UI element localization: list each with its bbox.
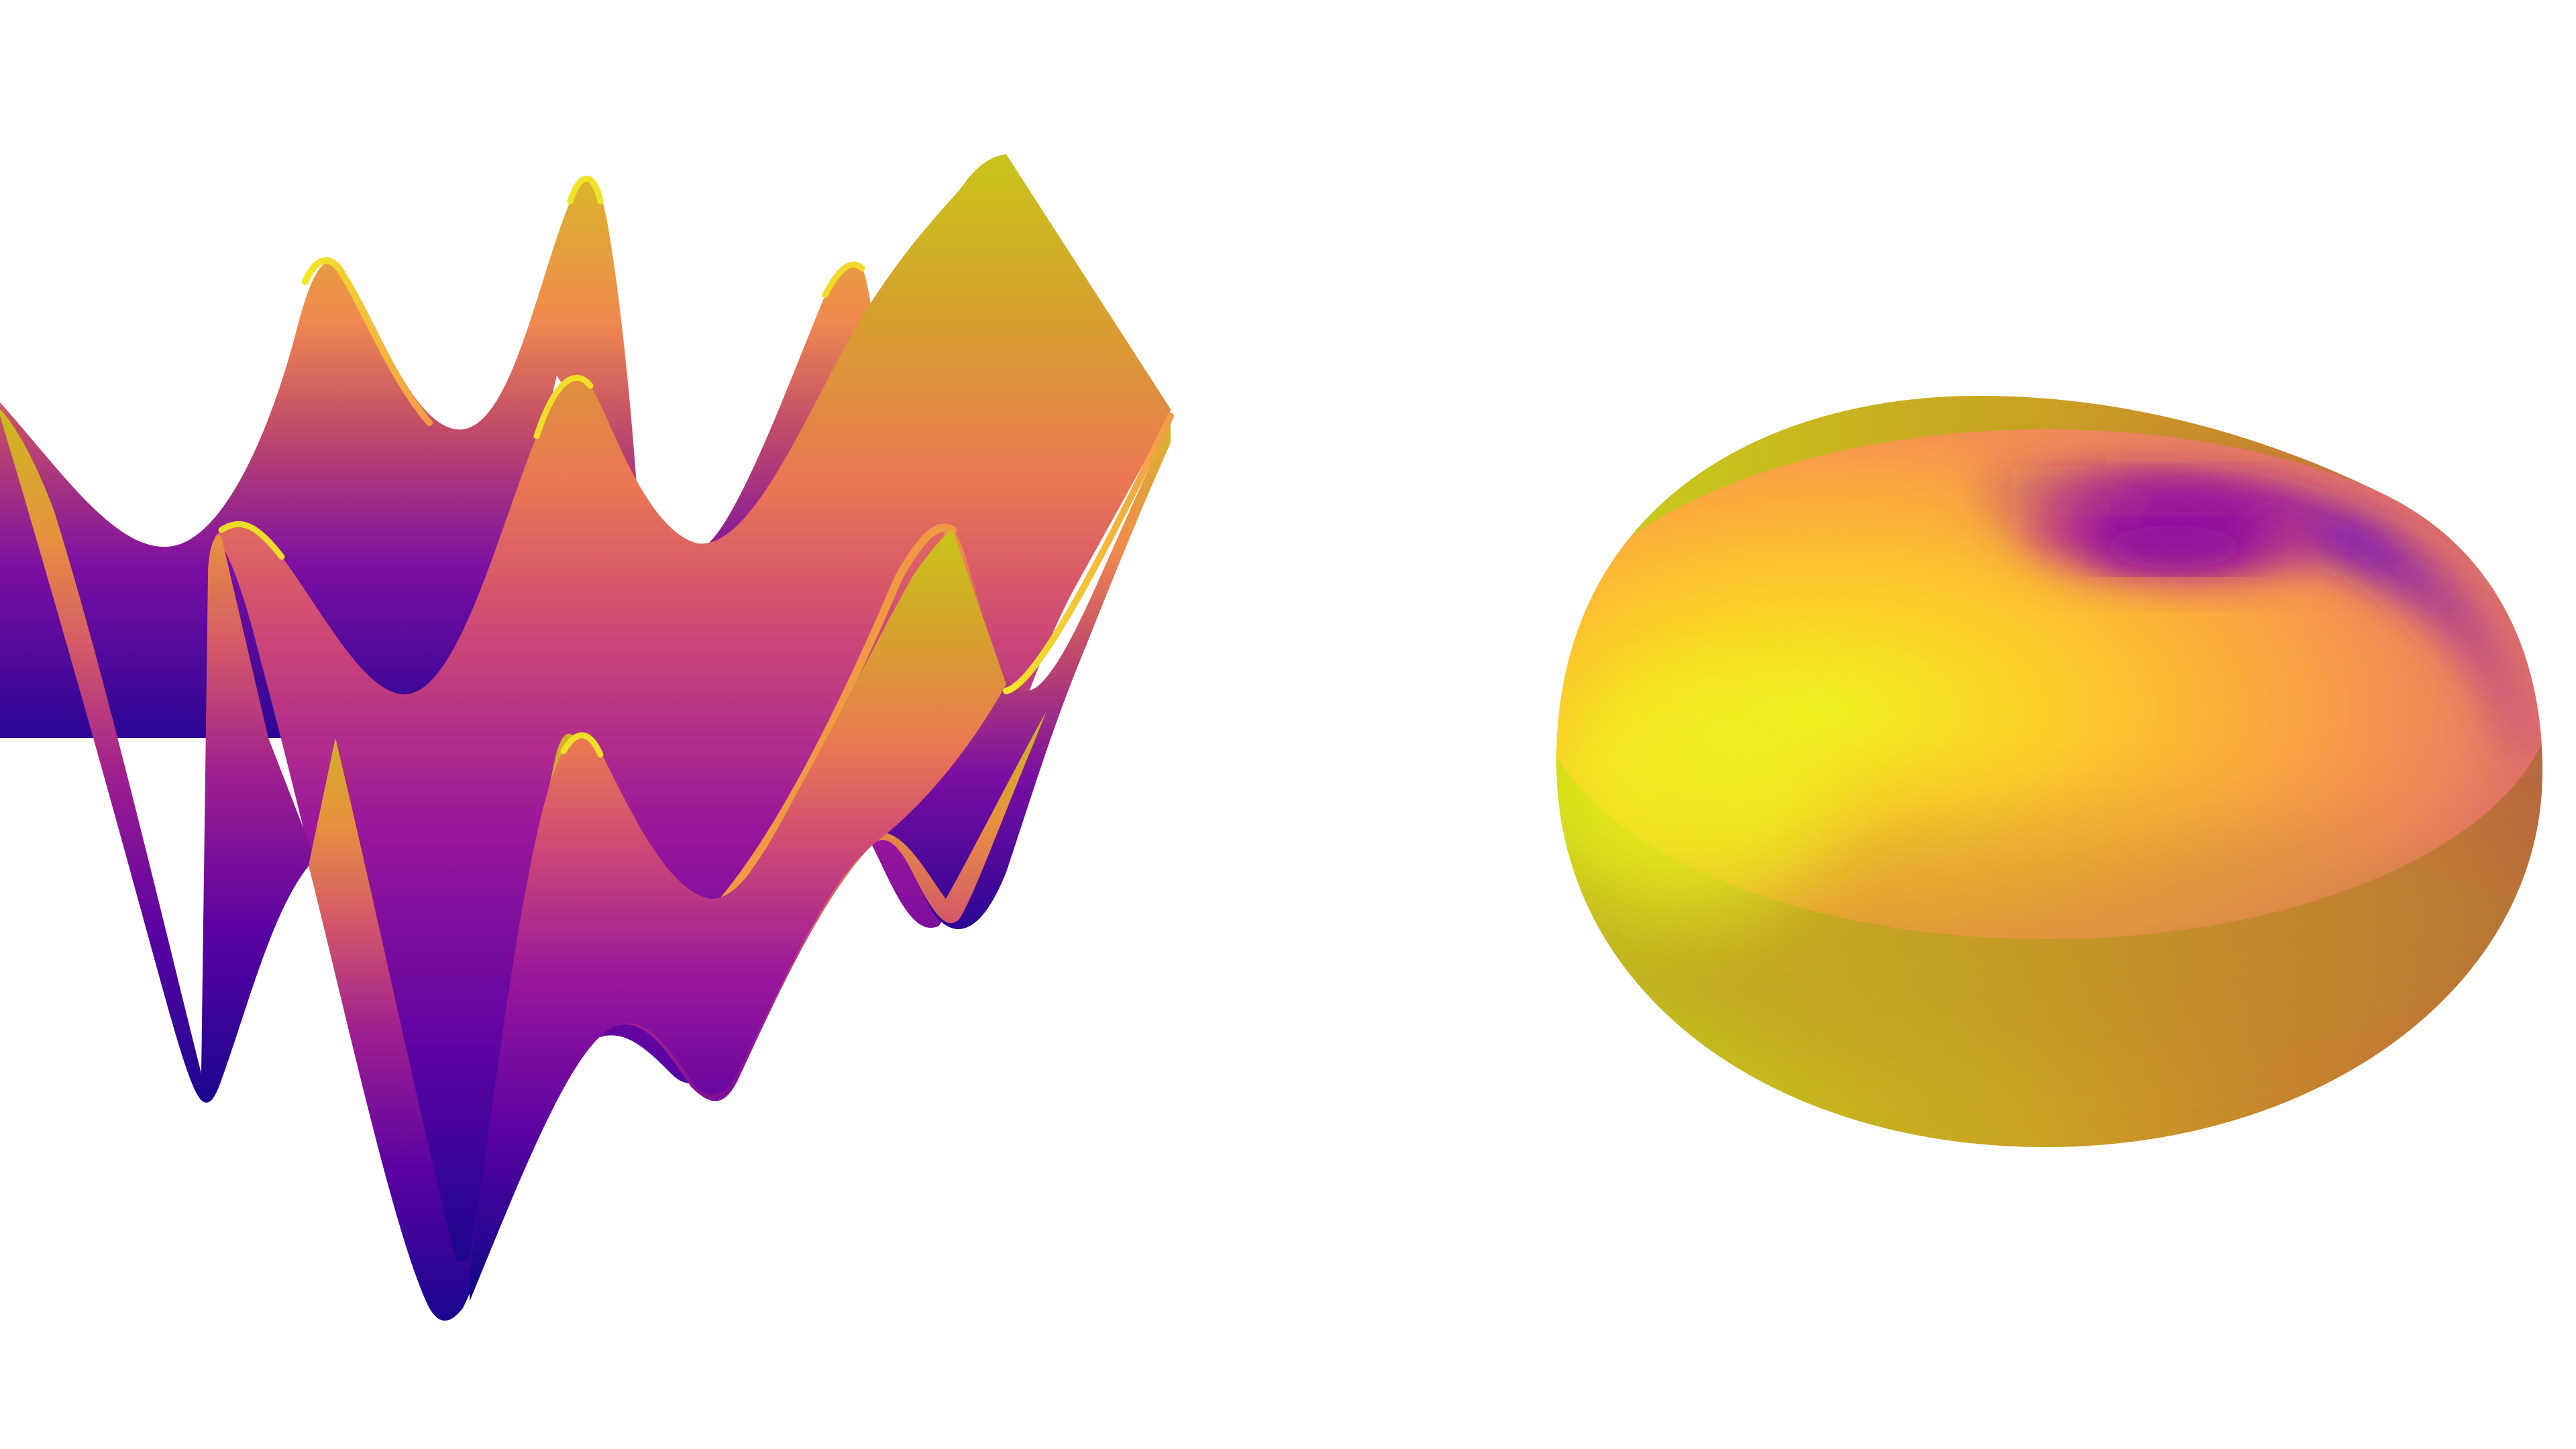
- surface-ridge-back: [302, 257, 433, 426]
- surface-ridge-peak: [567, 176, 604, 205]
- torus-highlight: [1556, 671, 1838, 912]
- surface-ridge-diagonal: [720, 523, 957, 903]
- surface-ridge-middle: [533, 374, 594, 439]
- surface-ridge-fin: [1003, 413, 1174, 694]
- surface-middle-sheet: [215, 154, 1171, 1313]
- surface-ridge-right: [822, 261, 865, 299]
- surface-ridge-left: [218, 521, 285, 560]
- surface-plot: [0, 154, 1174, 1321]
- surface-ridge-front: [560, 732, 604, 758]
- torus-back-rim: [1959, 466, 2536, 751]
- surface-left-wall: [0, 409, 315, 1103]
- torus-render: [1556, 396, 2542, 1147]
- torus-hole-core: [2093, 525, 2254, 568]
- surface-front-peak: [470, 530, 1006, 1301]
